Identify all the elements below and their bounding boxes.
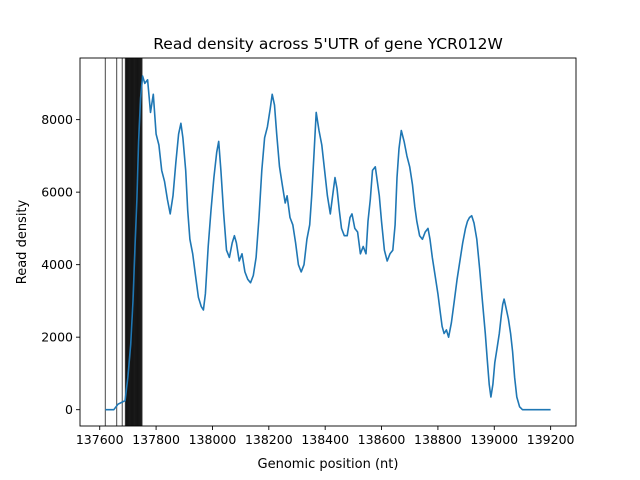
x-tick-label: 138200 bbox=[245, 432, 293, 447]
x-tick-label: 137800 bbox=[132, 432, 180, 447]
x-tick-label: 138600 bbox=[358, 432, 406, 447]
chart-title: Read density across 5'UTR of gene YCR012… bbox=[153, 35, 503, 53]
density-series-line bbox=[105, 75, 551, 411]
y-tick-label: 6000 bbox=[41, 185, 73, 200]
x-axis-ticks: 137600 137800 138000 138200 138400 138600 1388… bbox=[76, 426, 575, 447]
x-tick-label: 137600 bbox=[76, 432, 124, 447]
vertical-lines bbox=[104, 58, 143, 426]
y-axis-title: Read density bbox=[15, 199, 30, 284]
x-tick-label: 139200 bbox=[527, 432, 575, 447]
x-tick-label: 138400 bbox=[301, 432, 349, 447]
plot-frame bbox=[79, 57, 577, 427]
y-tick-label: 8000 bbox=[41, 112, 73, 127]
x-axis-title: Genomic position (nt) bbox=[258, 457, 399, 472]
y-tick-label: 2000 bbox=[41, 330, 73, 345]
x-tick-label: 138000 bbox=[189, 432, 237, 447]
y-axis-ticks: 0 2000 4000 6000 8000 bbox=[41, 112, 80, 417]
x-tick-label: 138800 bbox=[414, 432, 462, 447]
y-tick-label: 4000 bbox=[41, 257, 73, 272]
x-tick-label: 139000 bbox=[470, 432, 518, 447]
y-tick-label: 0 bbox=[65, 402, 73, 417]
